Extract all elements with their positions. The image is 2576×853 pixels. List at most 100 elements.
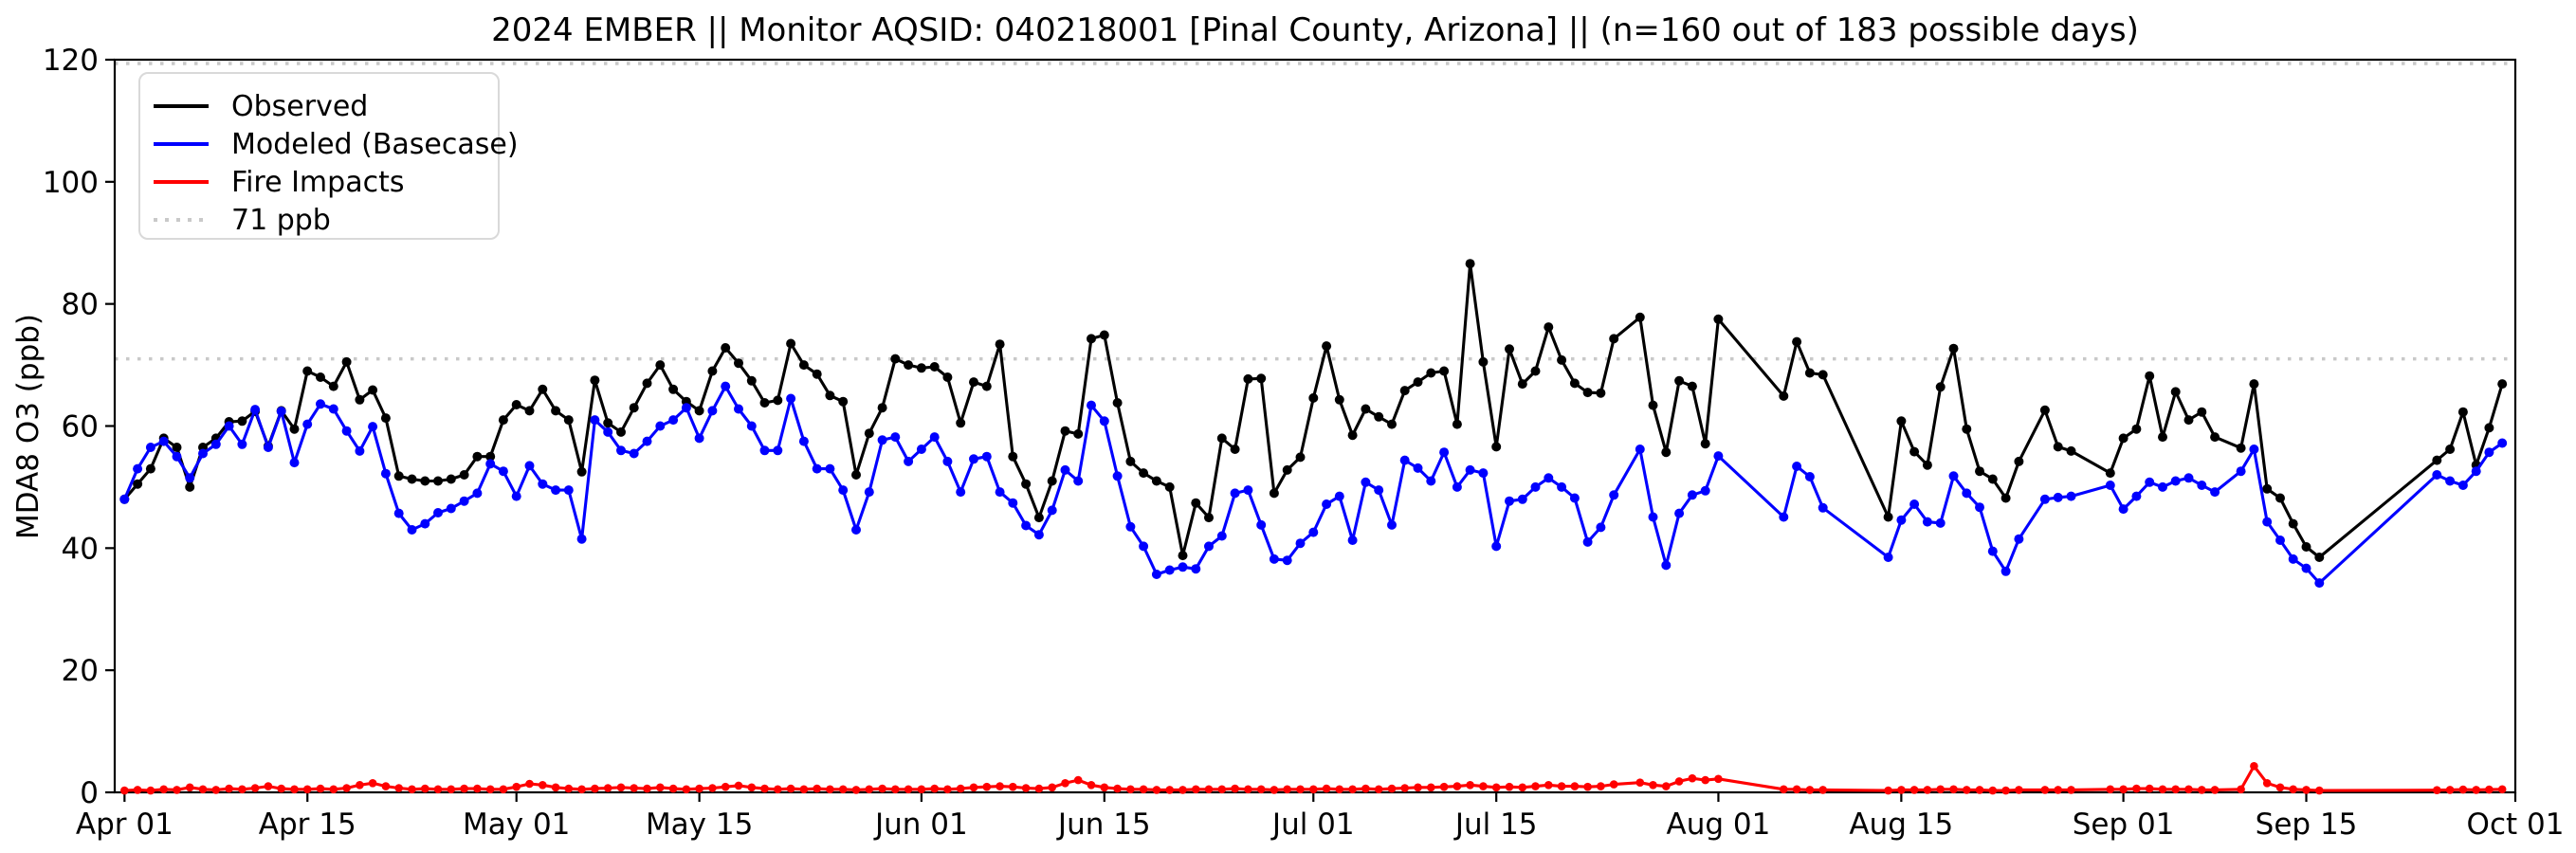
- fire-impacts-marker: [342, 784, 351, 792]
- modeled-basecase--marker: [2497, 438, 2508, 448]
- observed-marker: [511, 400, 521, 409]
- fire-impacts-marker: [1231, 784, 1239, 793]
- observed-marker: [1191, 498, 1201, 508]
- legend-label: Modeled (Basecase): [231, 127, 519, 161]
- observed-marker: [237, 416, 247, 426]
- modeled-basecase--marker: [1361, 477, 1371, 487]
- fire-impacts-marker: [982, 782, 992, 791]
- observed-marker: [446, 474, 456, 484]
- x-tick-label: Jun 15: [1056, 808, 1151, 842]
- modeled-basecase--marker: [446, 503, 456, 514]
- modeled-basecase--marker: [1544, 473, 1554, 483]
- observed-marker: [2014, 456, 2024, 466]
- fire-impacts-marker: [1531, 782, 1540, 790]
- observed-marker: [1818, 370, 1828, 380]
- modeled-basecase--marker: [1021, 520, 1032, 531]
- fire-impacts-marker: [1688, 773, 1697, 783]
- legend-label: Observed: [231, 89, 369, 123]
- fire-impacts-marker: [1897, 786, 1906, 794]
- observed-marker: [1216, 433, 1227, 444]
- modeled-basecase--marker: [393, 508, 404, 518]
- observed-marker: [563, 415, 574, 426]
- observed-marker: [2301, 542, 2311, 552]
- observed-marker: [2236, 443, 2246, 453]
- fire-impacts-marker: [2302, 786, 2311, 794]
- modeled-basecase--marker: [1347, 535, 1358, 545]
- y-tick-label: 100: [43, 166, 99, 200]
- observed-marker: [904, 360, 914, 371]
- modeled-basecase--marker: [629, 448, 639, 459]
- modeled-basecase--marker: [2314, 578, 2325, 589]
- modeled-basecase--marker: [1491, 541, 1502, 552]
- modeled-basecase--marker: [590, 415, 600, 426]
- fire-impacts-marker: [485, 785, 495, 794]
- observed-marker: [576, 466, 587, 477]
- modeled-basecase--marker: [2039, 494, 2050, 504]
- fire-impacts-marker: [891, 785, 900, 794]
- threshold-line-sample: [154, 218, 209, 222]
- modeled-basecase--marker: [825, 463, 835, 474]
- modeled-basecase--marker: [786, 393, 796, 404]
- modeled-basecase--marker: [655, 421, 666, 431]
- observed-marker: [1896, 416, 1907, 426]
- fire-impacts-marker: [2132, 784, 2141, 793]
- fire-impacts-marker: [2485, 785, 2494, 794]
- observed-marker: [2210, 432, 2220, 443]
- modeled-basecase--marker: [1674, 508, 1685, 518]
- observed-marker: [2249, 379, 2259, 390]
- modeled-basecase--marker: [890, 432, 901, 443]
- modeled-basecase--marker: [210, 439, 221, 449]
- modeled-basecase--marker: [2249, 445, 2259, 454]
- modeled-basecase--marker: [563, 485, 574, 496]
- x-tick-label: May 01: [463, 808, 570, 842]
- modeled-line-sample: [154, 142, 209, 146]
- fire-impacts-marker: [1296, 785, 1305, 794]
- fire-impacts-marker: [368, 779, 377, 788]
- modeled-basecase--marker: [1439, 447, 1450, 458]
- fire-impacts-marker: [159, 785, 168, 794]
- observed-marker: [2497, 379, 2508, 390]
- modeled-basecase--marker: [1922, 517, 1932, 527]
- y-tick-label: 80: [62, 288, 99, 322]
- fire-impacts-marker: [2497, 785, 2507, 794]
- fire-impacts-marker: [1780, 785, 1788, 794]
- observed-marker: [1975, 466, 1984, 477]
- observed-marker: [629, 403, 639, 413]
- observed-marker: [694, 406, 704, 416]
- observed-marker: [1047, 476, 1057, 486]
- modeled-basecase--marker: [407, 525, 417, 535]
- fire-impacts-marker: [1427, 783, 1435, 792]
- modeled-basecase--marker: [1060, 464, 1070, 475]
- fire-impacts-marker: [512, 782, 521, 791]
- observed-marker: [1557, 354, 1567, 365]
- fire-impacts-marker: [1204, 785, 1214, 794]
- observed-marker: [1033, 513, 1044, 523]
- observed-marker: [1635, 312, 1645, 322]
- modeled-basecase--marker: [1230, 488, 1240, 499]
- modeled-basecase--marker: [969, 454, 978, 464]
- modeled-basecase--marker: [838, 485, 849, 496]
- observed-marker: [1792, 336, 1802, 347]
- modeled-basecase--marker: [133, 463, 143, 474]
- fire-impacts-marker: [1217, 785, 1227, 794]
- fire-impacts-marker: [394, 784, 404, 792]
- modeled-basecase--marker: [1700, 485, 1710, 496]
- observed-marker: [995, 339, 1005, 350]
- y-tick-label: 40: [62, 532, 99, 566]
- observed-marker: [485, 451, 496, 462]
- fire-impacts-marker: [1348, 785, 1357, 794]
- fire-impacts-marker: [826, 785, 834, 794]
- fire-impacts-marker: [1557, 782, 1566, 790]
- fire-impacts-marker: [1923, 786, 1932, 794]
- modeled-basecase--marker: [1661, 560, 1672, 571]
- modeled-basecase--marker: [1216, 531, 1227, 541]
- modeled-basecase--marker: [237, 439, 247, 449]
- fire-impacts-marker: [1178, 786, 1187, 794]
- observed-marker: [1935, 382, 1946, 392]
- modeled-basecase--marker: [1557, 481, 1567, 492]
- modeled-basecase--marker: [981, 451, 992, 462]
- observed-marker: [1596, 388, 1606, 398]
- modeled-basecase--marker: [1164, 565, 1175, 575]
- modeled-basecase--marker: [1687, 490, 1697, 500]
- modeled-basecase--marker: [1047, 505, 1057, 516]
